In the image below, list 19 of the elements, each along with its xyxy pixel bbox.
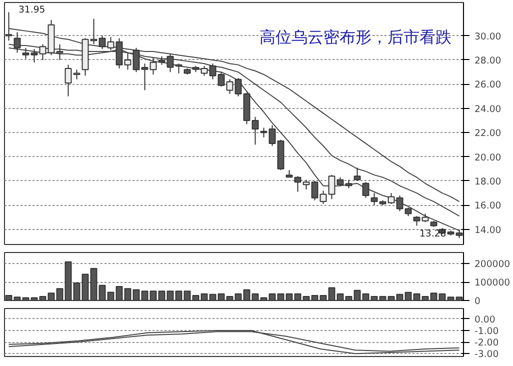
annotation: 高位乌云密布形，后市看跌 (260, 28, 452, 46)
y-tick-label: 0 (474, 296, 480, 307)
y-tick-label: 28.00 (474, 55, 502, 66)
annotation: 13.28 (420, 228, 446, 240)
y-tick-label: 0.00 (474, 314, 496, 326)
y-tick-label: 16.00 (474, 200, 502, 212)
y-tick-label: -3.00 (474, 349, 499, 360)
y-tick-label: 14.00 (474, 224, 502, 236)
y-tick-label: 26.00 (474, 80, 502, 91)
y-tick-label: 22.00 (474, 128, 502, 140)
y-tick-label: 24.00 (474, 104, 502, 115)
y-tick-label: 20.00 (474, 152, 502, 164)
y-tick-label: 30.00 (474, 31, 502, 42)
y-tick-label: -1.00 (474, 326, 499, 337)
y-tick-label: 200000 (474, 259, 510, 270)
y-tick-label: 18.00 (474, 176, 502, 188)
y-tick-label: -2.00 (474, 338, 499, 349)
y-tick-label: 100000 (474, 278, 510, 289)
annotation: 31.95 (18, 4, 46, 16)
